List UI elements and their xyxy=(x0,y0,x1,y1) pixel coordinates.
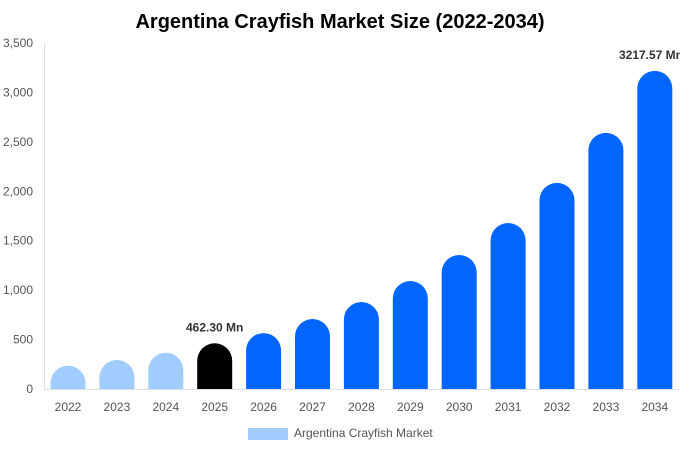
legend-label[interactable]: Argentina Crayfish Market xyxy=(294,426,433,440)
data-label: 462.30 Mn xyxy=(186,320,243,334)
bar-2022[interactable] xyxy=(50,365,86,389)
y-tick-label: 500 xyxy=(13,333,33,347)
x-tick-label: 2027 xyxy=(299,400,326,414)
bar-2028[interactable] xyxy=(343,302,379,389)
bar-2023[interactable] xyxy=(99,360,135,389)
bar-2029[interactable] xyxy=(392,281,428,389)
bar-2026[interactable] xyxy=(246,333,282,389)
bar-2031[interactable] xyxy=(490,223,526,389)
x-tick-label: 2022 xyxy=(55,400,82,414)
y-tick-label: 1,500 xyxy=(3,234,33,248)
x-tick-label: 2033 xyxy=(593,400,620,414)
x-tick-label: 2032 xyxy=(544,400,571,414)
bar-2034[interactable] xyxy=(637,70,673,389)
x-tick-label: 2023 xyxy=(104,400,131,414)
bar-2025[interactable] xyxy=(197,343,233,389)
x-tick-label: 2026 xyxy=(250,400,277,414)
x-tick-label: 2024 xyxy=(152,400,179,414)
bar-2033[interactable] xyxy=(588,132,624,389)
y-tick-label: 3,500 xyxy=(3,36,33,50)
x-tick-label: 2025 xyxy=(201,400,228,414)
chart-title: Argentina Crayfish Market Size (2022-203… xyxy=(135,11,544,33)
bar-2024[interactable] xyxy=(148,352,184,389)
y-tick-label: 3,000 xyxy=(3,85,33,99)
x-tick-label: 2028 xyxy=(348,400,375,414)
bar-2030[interactable] xyxy=(441,255,477,389)
bar-2032[interactable] xyxy=(539,182,575,389)
x-tick-label: 2030 xyxy=(446,400,473,414)
data-label: 3217.57 Mn xyxy=(619,48,680,62)
y-tick-label: 0 xyxy=(26,382,33,396)
x-tick-label: 2029 xyxy=(397,400,424,414)
y-tick-label: 2,000 xyxy=(3,184,33,198)
y-tick-label: 1,000 xyxy=(3,283,33,297)
x-tick-label: 2034 xyxy=(641,400,668,414)
legend-swatch[interactable] xyxy=(248,428,288,440)
y-tick-label: 2,500 xyxy=(3,135,33,149)
x-tick-label: 2031 xyxy=(495,400,522,414)
bar-2027[interactable] xyxy=(295,319,330,389)
